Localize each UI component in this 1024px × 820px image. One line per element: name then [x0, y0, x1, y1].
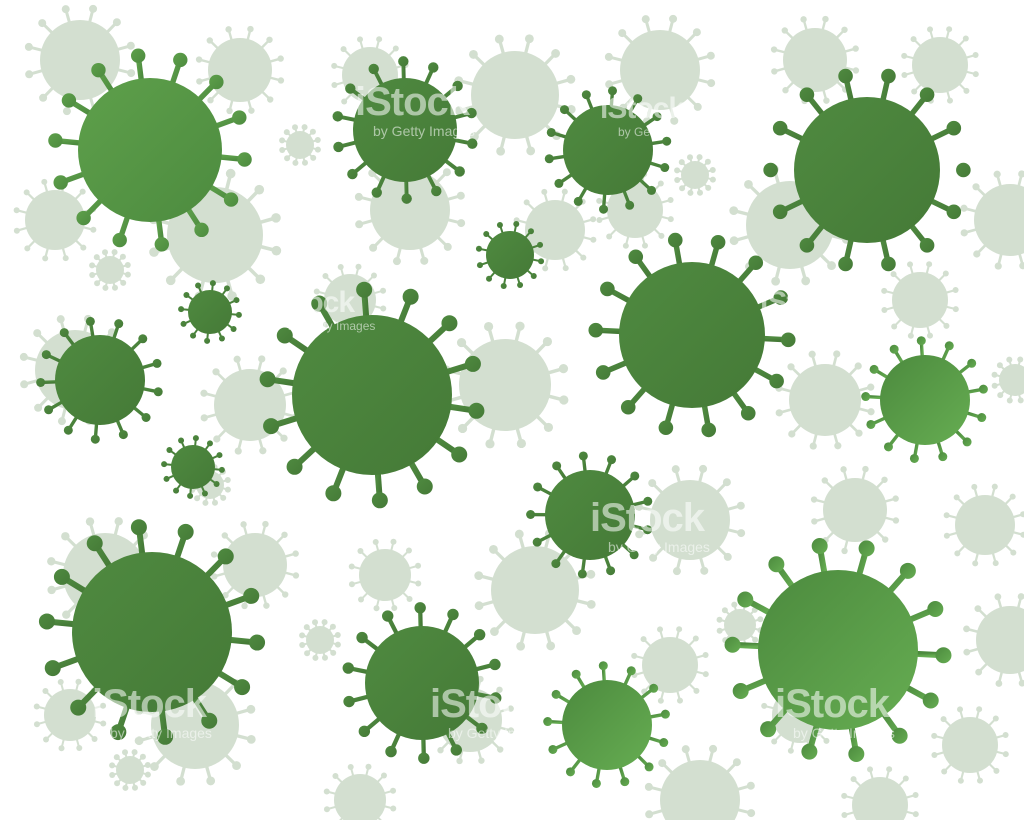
- virus-particle: [674, 154, 716, 196]
- virus-particle: [604, 14, 716, 126]
- virus-particle: [24, 4, 136, 116]
- virus-particle: [279, 124, 321, 166]
- virus-particle: [841, 766, 919, 820]
- virus-particle: [770, 15, 860, 105]
- virus-particle: [931, 706, 1009, 784]
- virus-particle: [200, 355, 300, 455]
- virus-particle: [763, 68, 971, 272]
- virus-particle: [348, 538, 422, 612]
- virus-particle: [161, 435, 225, 499]
- virus-particle: [323, 763, 397, 820]
- virus-particle: [109, 749, 151, 791]
- virus-particle: [724, 538, 952, 762]
- virus-particle: [634, 464, 746, 576]
- virus-particle: [259, 281, 485, 509]
- virus-particle: [881, 261, 959, 339]
- virus-particle: [354, 154, 466, 266]
- virus-particle: [475, 220, 545, 290]
- virus-particle: [544, 86, 672, 214]
- virus-particle: [13, 178, 97, 262]
- virus-particle: [775, 350, 875, 450]
- virus-particle: [36, 316, 163, 444]
- virus-particle: [89, 249, 131, 291]
- virus-particle: [210, 520, 300, 610]
- virus-particle: [38, 519, 266, 745]
- virus-particle: [960, 170, 1024, 270]
- virus-particle: [48, 48, 252, 252]
- virus-particle: [631, 626, 709, 704]
- virus-particle: [299, 619, 341, 661]
- virus-particle: [991, 356, 1024, 404]
- virus-particle: [588, 232, 796, 438]
- virus-particle: [526, 451, 653, 579]
- virus-particle: [861, 336, 988, 463]
- virus-particle: [901, 26, 979, 104]
- virus-particle: [963, 593, 1024, 687]
- virus-particle: [810, 465, 900, 555]
- virus-particle: [178, 280, 242, 344]
- virus-particle: [644, 744, 756, 820]
- virus-particle: [454, 34, 576, 156]
- green-virus-layer: [36, 48, 988, 788]
- virus-particle: [543, 661, 670, 788]
- virus-particle: [332, 56, 478, 204]
- virus-particle: [342, 602, 502, 764]
- virus-particle: [195, 25, 285, 115]
- virus-particle: [474, 529, 596, 651]
- virus-particle: [441, 321, 569, 449]
- virus-particle: [943, 483, 1024, 567]
